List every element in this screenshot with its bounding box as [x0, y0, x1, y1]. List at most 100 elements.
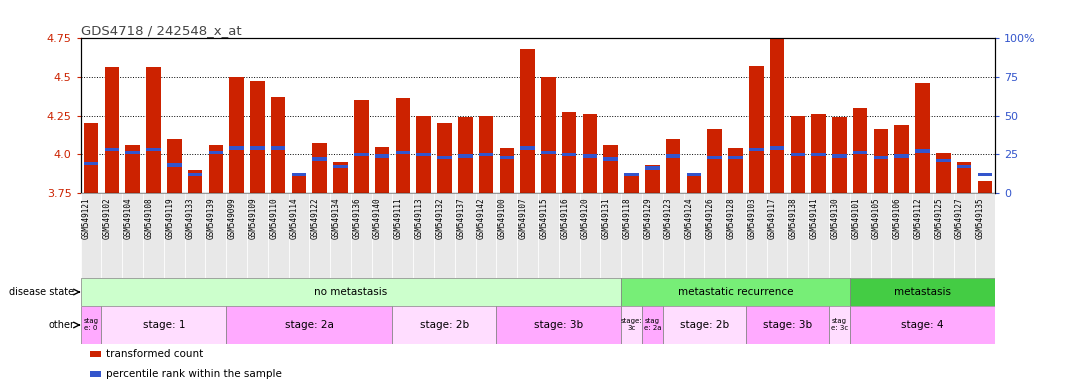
- Bar: [663, 193, 683, 278]
- Bar: [312, 143, 327, 193]
- Bar: [334, 165, 348, 168]
- Text: stage: 2a: stage: 2a: [285, 320, 334, 330]
- Bar: [371, 193, 393, 278]
- Bar: [728, 148, 742, 193]
- Bar: [912, 193, 933, 278]
- Bar: [978, 173, 992, 176]
- Bar: [541, 151, 555, 154]
- Bar: [666, 154, 680, 157]
- Text: GSM549130: GSM549130: [831, 197, 839, 239]
- Bar: [891, 193, 912, 278]
- Bar: [686, 173, 702, 193]
- Text: GSM549126: GSM549126: [706, 197, 714, 239]
- Bar: [479, 116, 493, 193]
- Text: GSM549123: GSM549123: [664, 197, 674, 239]
- Text: metastasis: metastasis: [894, 287, 951, 297]
- Text: GSM549119: GSM549119: [166, 197, 174, 239]
- Bar: [933, 193, 953, 278]
- Text: GDS4718 / 242548_x_at: GDS4718 / 242548_x_at: [81, 24, 241, 37]
- Text: GSM549125: GSM549125: [934, 197, 944, 239]
- Bar: [666, 139, 680, 193]
- Text: GSM549113: GSM549113: [414, 197, 424, 239]
- Bar: [458, 154, 472, 157]
- Bar: [707, 129, 722, 193]
- Bar: [84, 123, 98, 193]
- Bar: [874, 129, 889, 193]
- Bar: [496, 193, 518, 278]
- Bar: [437, 123, 452, 193]
- Bar: [167, 139, 182, 193]
- Bar: [416, 152, 431, 156]
- Bar: [808, 193, 829, 278]
- Text: GSM549099: GSM549099: [228, 197, 237, 239]
- Text: stage: 3b: stage: 3b: [763, 320, 812, 330]
- Text: GSM549104: GSM549104: [124, 197, 132, 239]
- Text: GSM549121: GSM549121: [82, 197, 91, 239]
- Text: GSM549103: GSM549103: [747, 197, 756, 239]
- Text: stage: 4: stage: 4: [902, 320, 944, 330]
- Bar: [769, 146, 784, 150]
- Text: GSM549140: GSM549140: [373, 197, 382, 239]
- Bar: [746, 306, 829, 344]
- Text: GSM549120: GSM549120: [581, 197, 590, 239]
- Bar: [538, 193, 558, 278]
- Bar: [81, 278, 621, 306]
- Bar: [434, 193, 455, 278]
- Bar: [126, 151, 140, 154]
- Bar: [167, 164, 182, 167]
- Bar: [600, 193, 621, 278]
- Bar: [604, 157, 618, 161]
- Bar: [185, 193, 206, 278]
- Text: GSM549107: GSM549107: [519, 197, 527, 239]
- Bar: [788, 193, 808, 278]
- Bar: [521, 146, 535, 150]
- Bar: [645, 167, 660, 170]
- Bar: [250, 81, 265, 193]
- Bar: [437, 156, 452, 159]
- Text: percentile rank within the sample: percentile rank within the sample: [107, 369, 282, 379]
- Text: GSM549110: GSM549110: [269, 197, 279, 239]
- Bar: [479, 152, 493, 156]
- Bar: [541, 77, 555, 193]
- Bar: [271, 97, 285, 193]
- Bar: [850, 278, 995, 306]
- Text: stag
e: 0: stag e: 0: [84, 318, 99, 331]
- Bar: [624, 174, 639, 193]
- Bar: [123, 193, 143, 278]
- Text: metastatic recurrence: metastatic recurrence: [678, 287, 793, 297]
- Bar: [84, 162, 98, 165]
- Text: stage: 1: stage: 1: [143, 320, 185, 330]
- Bar: [686, 173, 702, 176]
- Bar: [81, 193, 101, 278]
- Bar: [310, 193, 330, 278]
- Bar: [187, 173, 202, 176]
- Bar: [104, 68, 119, 193]
- Bar: [271, 146, 285, 150]
- Bar: [499, 156, 514, 159]
- Text: GSM549118: GSM549118: [623, 197, 632, 239]
- Bar: [518, 193, 538, 278]
- Bar: [728, 156, 742, 159]
- Bar: [229, 146, 244, 150]
- Bar: [413, 193, 434, 278]
- Text: disease state: disease state: [10, 287, 74, 297]
- Text: GSM549106: GSM549106: [893, 197, 902, 239]
- Bar: [936, 153, 950, 193]
- Text: GSM549138: GSM549138: [789, 197, 797, 239]
- Bar: [562, 113, 577, 193]
- Bar: [642, 193, 663, 278]
- Bar: [206, 193, 226, 278]
- Bar: [936, 159, 950, 162]
- Bar: [90, 351, 101, 357]
- Bar: [811, 152, 826, 156]
- Text: GSM549116: GSM549116: [561, 197, 569, 239]
- Text: GSM549132: GSM549132: [436, 197, 444, 239]
- Bar: [725, 193, 746, 278]
- Bar: [853, 151, 867, 154]
- Bar: [143, 193, 164, 278]
- Bar: [247, 193, 268, 278]
- Bar: [101, 306, 226, 344]
- Bar: [312, 157, 327, 161]
- Text: GSM549117: GSM549117: [768, 197, 777, 239]
- Bar: [829, 193, 850, 278]
